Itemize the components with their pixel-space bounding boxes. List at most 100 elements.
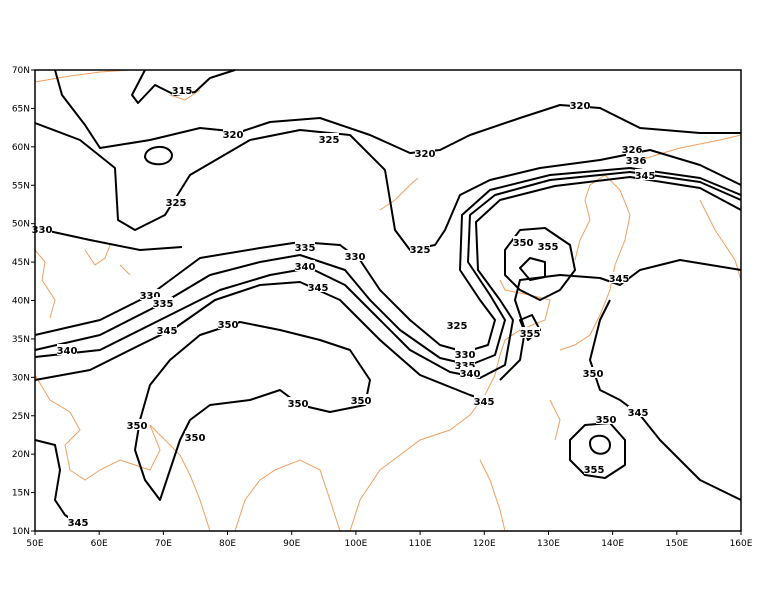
x-tick-label: 130E xyxy=(537,539,560,549)
y-tick-label: 60N xyxy=(12,143,30,153)
contour-label-bg xyxy=(455,359,475,370)
contour-label-bg xyxy=(415,147,435,158)
contour-label: 330 xyxy=(455,350,476,361)
contour-label-bg xyxy=(520,327,540,338)
contour-330 xyxy=(34,167,742,353)
contour-label: 355 xyxy=(584,465,605,476)
y-tick-label: 65N xyxy=(12,104,30,114)
y-tick-label: 20N xyxy=(12,450,30,460)
contour-335 xyxy=(34,171,742,366)
contour-label-bg xyxy=(172,84,192,95)
x-tick-label: 160E xyxy=(730,539,753,549)
x-tick-label: 70E xyxy=(155,539,172,549)
contour-label-bg xyxy=(295,241,315,252)
contour-label: 335 xyxy=(295,243,316,254)
contour-label: 320 xyxy=(223,130,244,141)
y-axis: 10N 15N 20N 25N 30N 35N 40N 45N 50N 55N 60N 65N 70N xyxy=(12,66,35,537)
contour-350 xyxy=(134,227,626,501)
contour-label: 345 xyxy=(68,518,89,529)
x-tick-label: 60E xyxy=(91,539,108,549)
y-tick-label: 25N xyxy=(12,412,30,422)
contour-label-bg xyxy=(57,344,77,355)
contour-label-bg xyxy=(635,169,655,180)
contour-label-bg xyxy=(308,281,328,292)
coastline-arctic xyxy=(34,69,419,211)
y-tick-label: 15N xyxy=(12,489,30,499)
contour-label: 336 xyxy=(626,156,647,167)
y-tick-label: 40N xyxy=(12,297,30,307)
y-tick-label: 50N xyxy=(12,220,30,230)
contour-330-west xyxy=(34,227,183,251)
contour-label: 355 xyxy=(520,329,541,340)
contour-label: 350 xyxy=(288,399,309,410)
contour-label: 355 xyxy=(538,242,559,253)
contour-label: 350 xyxy=(127,421,148,432)
contour-label: 350 xyxy=(185,433,206,444)
contour-label: 320 xyxy=(415,149,436,160)
contour-label: 315 xyxy=(172,86,193,97)
contour-label: 330 xyxy=(345,252,366,263)
y-tick-label: 55N xyxy=(12,181,30,191)
coastline-seasia xyxy=(349,279,561,532)
y-tick-label: 45N xyxy=(12,258,30,268)
contour-label-bg xyxy=(626,154,646,165)
contour-label-bg xyxy=(32,223,52,234)
contour-label: 345 xyxy=(308,283,329,294)
contour-320-loop xyxy=(144,146,173,166)
coastline-korea-japan xyxy=(559,134,742,351)
contour-label: 335 xyxy=(455,361,476,372)
contour-label-bg xyxy=(218,318,238,329)
contour-label-bg xyxy=(345,250,365,261)
contour-label: 350 xyxy=(351,396,372,407)
contour-label: 350 xyxy=(596,415,617,426)
contour-label-bg xyxy=(166,196,186,207)
contour-label-bg xyxy=(127,419,147,430)
contour-label: 345 xyxy=(628,408,649,419)
contour-label: 325 xyxy=(166,198,187,209)
contour-label-bg xyxy=(185,431,205,442)
contour-label-bg xyxy=(460,367,480,378)
contour-label: 320 xyxy=(570,101,591,112)
contour-label-bg xyxy=(157,324,177,335)
y-tick-label: 30N xyxy=(12,373,30,383)
contour-label: 335 xyxy=(153,299,174,310)
contour-label-bg xyxy=(295,260,315,271)
contour-label-bg xyxy=(68,516,88,527)
contour-label-bg xyxy=(596,413,616,424)
contour-label: 345 xyxy=(609,274,630,285)
contour-345 xyxy=(34,259,742,526)
coastline-india xyxy=(149,424,341,532)
contour-label-bg xyxy=(140,289,160,300)
contour-label-bg xyxy=(570,99,590,110)
x-axis: 50E 60E 70E 80E 90E 100E 110E 120E 130E 140E 150E 1… xyxy=(26,531,753,549)
contour-label: 345 xyxy=(474,397,495,408)
y-tick-label: 10N xyxy=(12,527,30,537)
contour-label-bg xyxy=(609,272,629,283)
contour-label: 325 xyxy=(319,135,340,146)
contour-label-bg xyxy=(153,297,173,308)
contour-label-bg xyxy=(447,319,467,330)
contour-labels: 3153203203203253253253253303303303303353… xyxy=(32,84,656,529)
contour-label: 350 xyxy=(583,369,604,380)
contour-label: 345 xyxy=(157,326,178,337)
x-tick-label: 120E xyxy=(473,539,496,549)
contour-label-bg xyxy=(628,406,648,417)
contour-label: 350 xyxy=(513,238,534,249)
x-tick-label: 110E xyxy=(409,539,432,549)
contour-label: 345 xyxy=(635,171,656,182)
contour-label-bg xyxy=(288,397,308,408)
coastlines xyxy=(34,69,742,532)
contour-label-bg xyxy=(410,243,430,254)
contour-320 xyxy=(54,69,741,154)
contour-label-bg xyxy=(474,395,494,406)
x-tick-label: 50E xyxy=(26,539,43,549)
contour-label: 340 xyxy=(295,262,316,273)
coastline-caspian xyxy=(34,244,131,319)
contour-label: 350 xyxy=(218,320,239,331)
contour-label: 325 xyxy=(410,245,431,256)
y-tick-label: 70N xyxy=(12,66,30,76)
contour-325 xyxy=(34,122,742,251)
x-tick-label: 80E xyxy=(219,539,236,549)
x-tick-label: 150E xyxy=(665,539,688,549)
